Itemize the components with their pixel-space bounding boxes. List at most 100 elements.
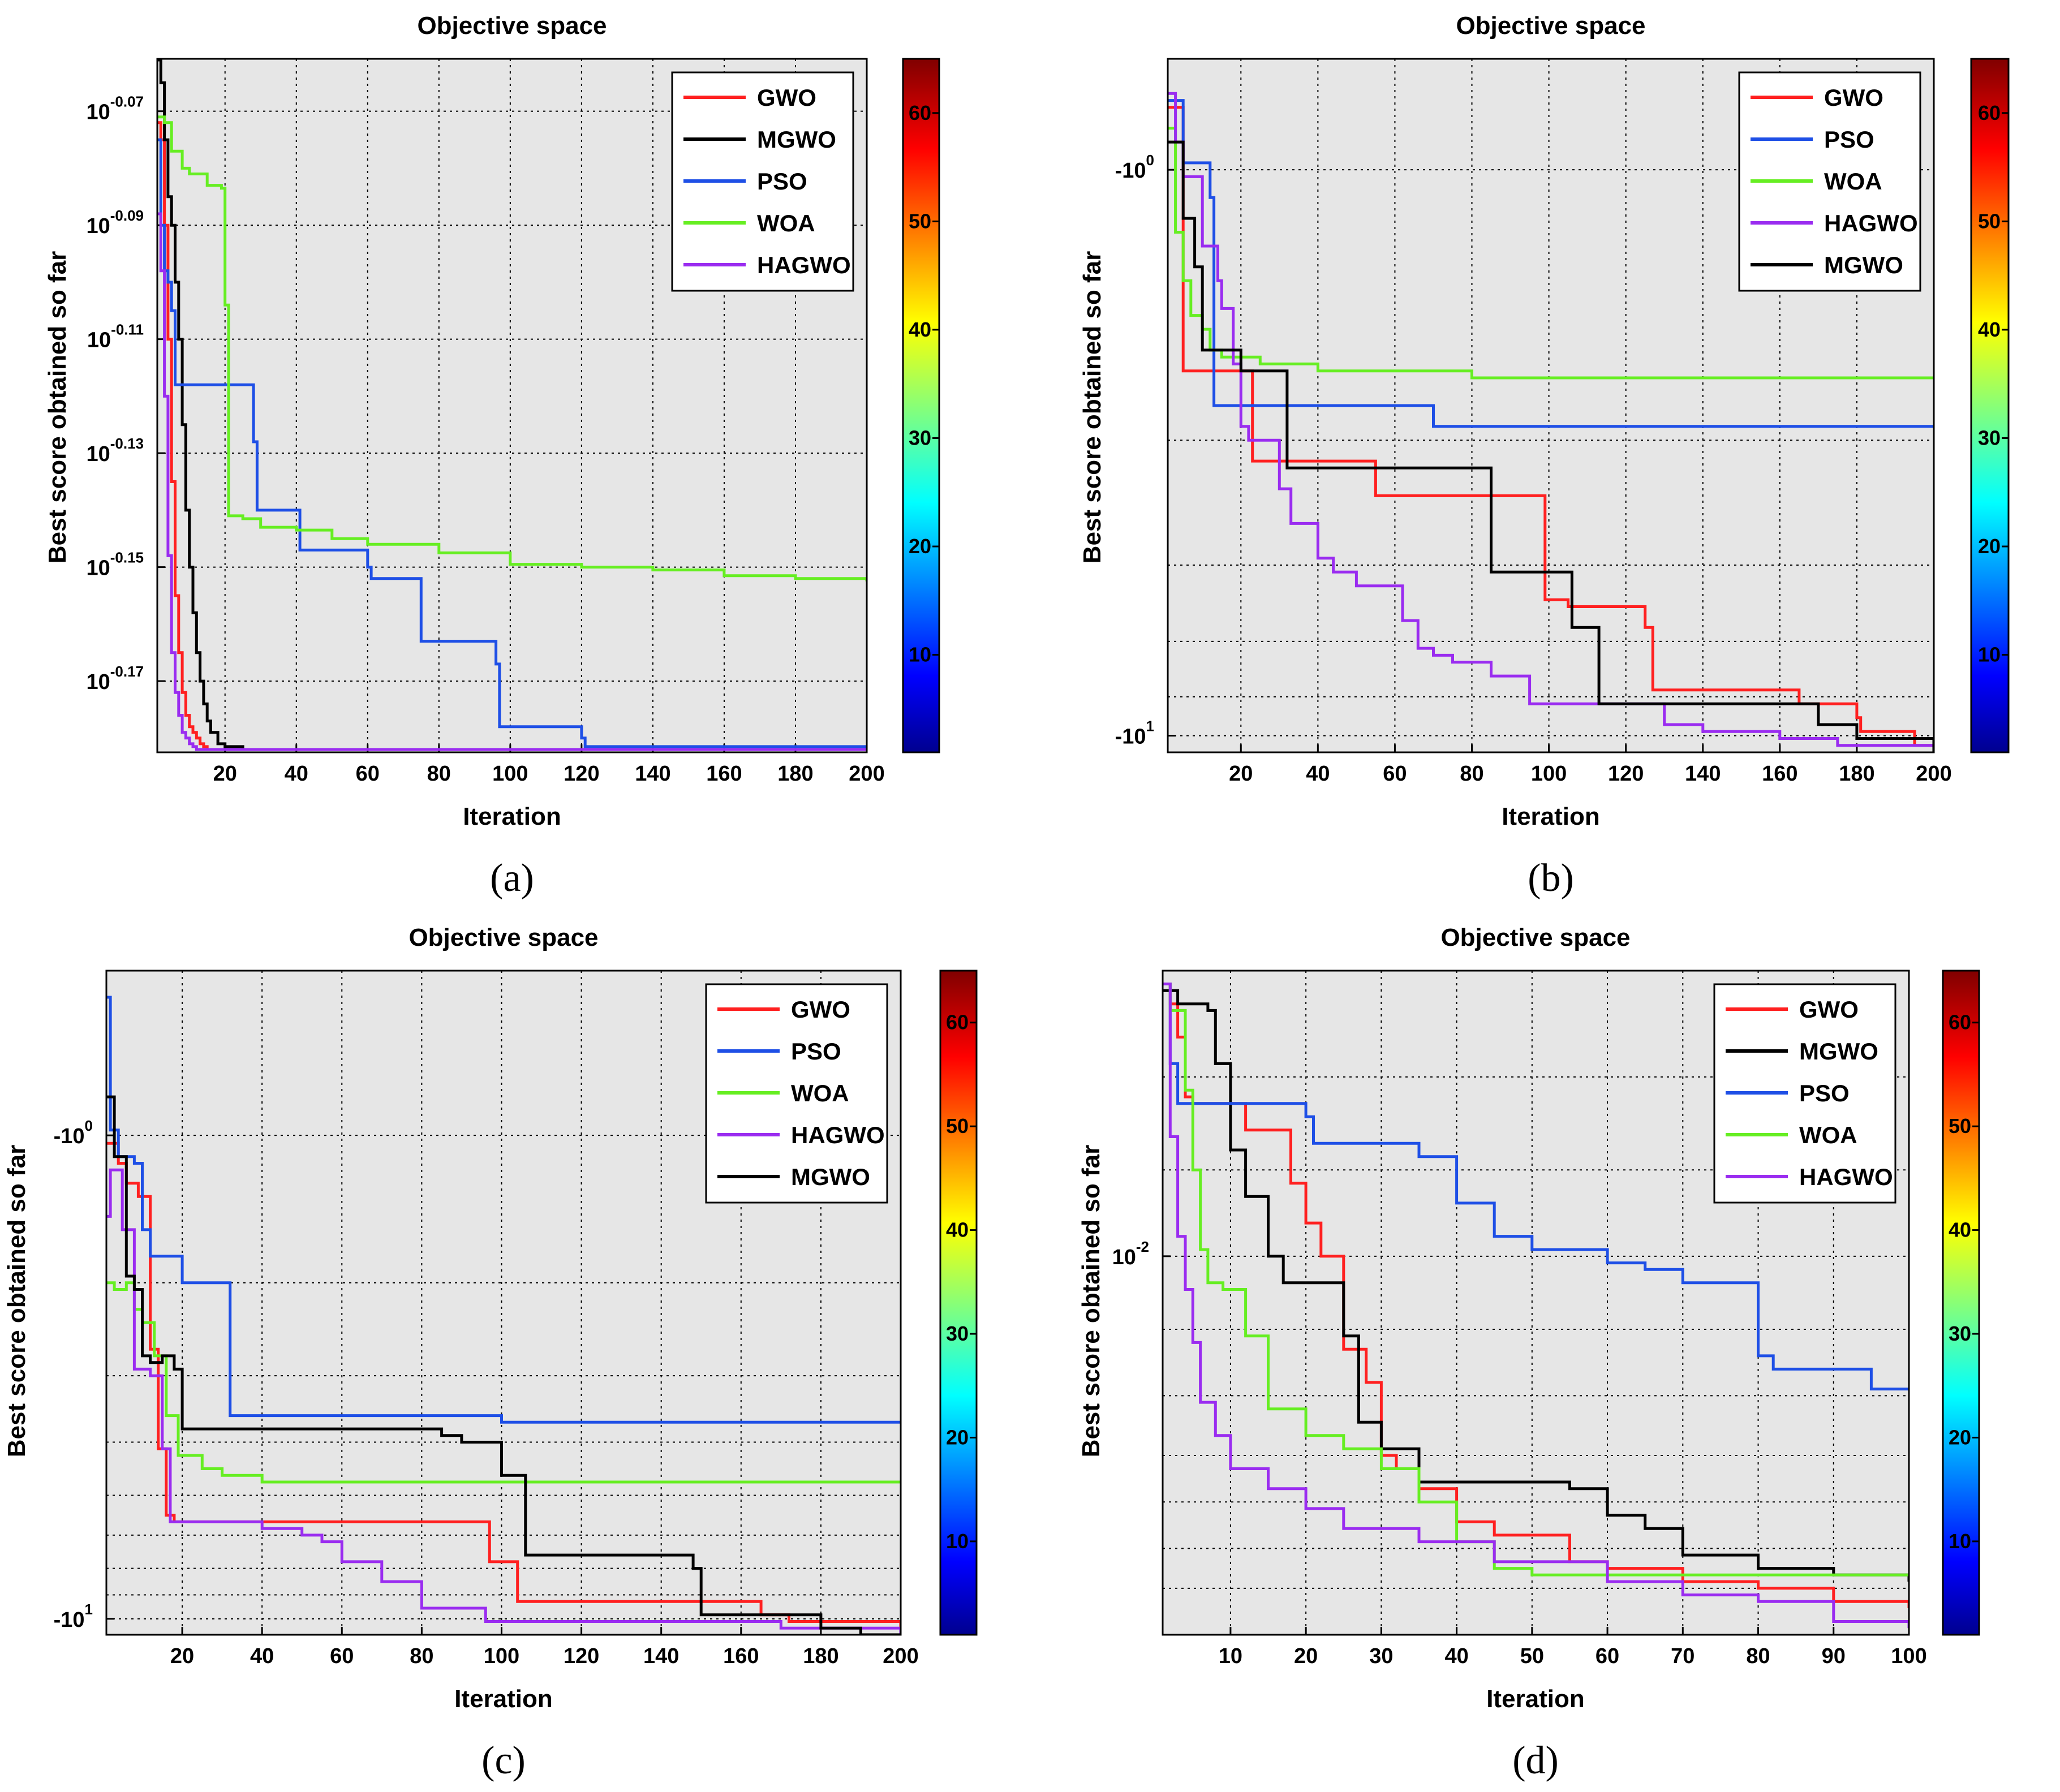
y-tick-base: 10: [86, 101, 110, 124]
axes-frame: [156, 58, 868, 753]
x-tick-label: 30: [1369, 1644, 1393, 1668]
x-tick-label: 140: [635, 762, 670, 786]
colorbar-tick-label: 50: [946, 1114, 969, 1138]
y-tick-exponent: -0.17: [110, 663, 144, 680]
y-tick-label: -100: [54, 1117, 93, 1148]
x-tick-label: 100: [492, 762, 528, 786]
y-tick-base: -10: [1115, 725, 1146, 749]
chart-title: Objective space: [1456, 12, 1645, 40]
x-axis-label: Iteration: [463, 803, 561, 830]
x-tick-label: 140: [1685, 762, 1721, 786]
colorbar-tick-label: 40: [946, 1218, 969, 1242]
y-tick-label: 10-0.13: [86, 435, 144, 466]
colorbar: [1970, 58, 2010, 753]
legend-label-hagwo: HAGWO: [791, 1122, 885, 1148]
legend-label-hagwo: HAGWO: [1824, 210, 1918, 236]
series-line-mgwo: [157, 59, 867, 751]
x-tick-label: 160: [723, 1644, 759, 1668]
y-tick-label: 10-0.15: [86, 549, 144, 580]
x-tick-label: 10: [1219, 1644, 1242, 1668]
legend-label-gwo: GWO: [791, 996, 850, 1023]
series-line-pso: [157, 138, 867, 749]
x-tick-label: 20: [1294, 1644, 1318, 1668]
x-tick-label: 70: [1671, 1644, 1695, 1668]
y-tick-exponent: -0.11: [111, 321, 144, 338]
colorbar-tick-label: 40: [1978, 318, 2001, 341]
legend-label-woa: WOA: [1799, 1122, 1857, 1148]
y-tick-exponent: -0.09: [110, 207, 144, 224]
y-tick-exponent: -0.07: [110, 93, 144, 110]
y-axis-label: Best score obtained so far: [1077, 1145, 1105, 1458]
x-tick-label: 160: [1762, 762, 1797, 786]
x-tick-label: 60: [356, 762, 380, 786]
y-tick-exponent: 1: [1146, 718, 1154, 735]
y-tick-label: -101: [1115, 718, 1154, 749]
x-axis-label: Iteration: [1502, 803, 1600, 830]
panel-d: 10 20 30 40 50 60 70 80 90 10010-2GWOMGWOPSOWOAHA…: [1077, 924, 1980, 1782]
x-tick-label: 160: [706, 762, 742, 786]
chart-title: Objective space: [417, 12, 607, 40]
legend-label-gwo: GWO: [757, 84, 816, 111]
series-line-gwo: [157, 121, 867, 751]
series-line-gwo: [1168, 106, 1934, 752]
colorbar-tick-label: 20: [909, 535, 931, 558]
series-line-mgwo: [106, 1095, 901, 1635]
legend-label-gwo: GWO: [1799, 996, 1859, 1023]
series-line-woa: [106, 1281, 901, 1484]
x-tick-label: 60: [1595, 1644, 1619, 1668]
y-tick-exponent: -0.13: [110, 435, 144, 452]
legend-label-woa: WOA: [1824, 168, 1882, 195]
colorbar: [1942, 970, 1980, 1636]
series-line-woa: [157, 115, 867, 581]
series-line-hagwo: [106, 1168, 901, 1635]
y-tick-exponent: -2: [1136, 1238, 1149, 1255]
y-tick-base: 10: [86, 670, 110, 694]
x-axis-label: Iteration: [1486, 1685, 1585, 1713]
colorbar: [939, 970, 978, 1636]
series-line-pso: [106, 996, 901, 1424]
colorbar-tick-label: 30: [1949, 1322, 1971, 1345]
chart-title: Objective space: [1440, 924, 1630, 951]
axes-frame: [1167, 58, 1935, 753]
series-line-hagwo: [1163, 983, 1909, 1629]
x-tick-label: 200: [849, 762, 884, 786]
series-group: [1168, 92, 1934, 752]
colorbar-tick-label: 60: [909, 101, 931, 124]
colorbar-tick-label: 20: [1949, 1425, 1971, 1449]
y-tick-base: -10: [54, 1125, 85, 1148]
x-tick-label: 60: [330, 1644, 354, 1668]
x-tick-label: 80: [427, 762, 451, 786]
colorbar-tick-label: 50: [1978, 209, 2001, 232]
colorbar-tick-label: 20: [1978, 535, 2001, 558]
series-line-hagwo: [1168, 92, 1934, 752]
x-tick-label: 180: [777, 762, 813, 786]
y-tick-label: 10-2: [1112, 1238, 1149, 1269]
x-tick-label: 20: [213, 762, 237, 786]
x-tick-label: 40: [1306, 762, 1330, 786]
y-tick-base: 10: [87, 329, 111, 352]
legend-label-gwo: GWO: [1824, 84, 1883, 111]
y-tick-label: 10-0.09: [86, 207, 144, 238]
series-group: [157, 59, 867, 751]
legend-label-hagwo: HAGWO: [1799, 1164, 1893, 1190]
x-tick-label: 40: [1444, 1644, 1468, 1668]
series-line-pso: [1168, 99, 1934, 428]
y-tick-exponent: -0.15: [110, 549, 144, 566]
colorbar: [902, 58, 940, 753]
y-tick-base: 10: [86, 214, 110, 238]
x-tick-label: 200: [1916, 762, 1951, 786]
colorbar-tick-label: 50: [909, 209, 931, 232]
colorbar-tick-label: 30: [1978, 426, 2001, 449]
legend-label-pso: PSO: [757, 168, 807, 195]
x-tick-label: 90: [1822, 1644, 1846, 1668]
y-tick-exponent: 0: [1146, 152, 1154, 169]
panel-a: 20 40 60 80 100 120 140 160 180 20010-0.0710-0.09…: [44, 12, 940, 900]
y-tick-label: -101: [54, 1601, 93, 1632]
legend-label-mgwo: MGWO: [1824, 252, 1903, 278]
legend-label-mgwo: MGWO: [791, 1164, 870, 1190]
y-tick-label: 10-0.07: [86, 93, 144, 124]
legend-label-woa: WOA: [791, 1080, 849, 1106]
series-group: [106, 996, 901, 1635]
x-tick-label: 20: [170, 1644, 194, 1668]
colorbar-tick-label: 40: [909, 318, 931, 341]
